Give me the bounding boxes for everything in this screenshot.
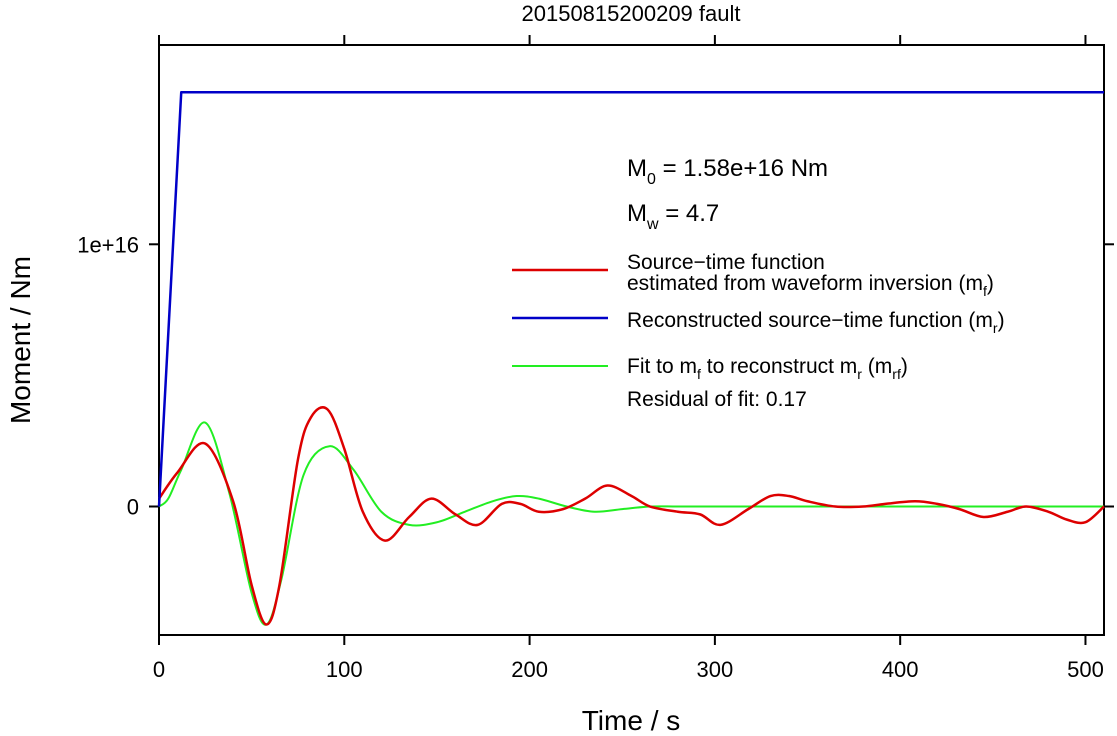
chart-title: 20150815200209 fault [522, 1, 741, 26]
legend: Source−time function estimated from wave… [512, 251, 1005, 411]
series-source-time-function-line [157, 406, 1105, 626]
y-axis: 0 1e+16 [77, 232, 1114, 520]
x-tick-label: 500 [1067, 657, 1104, 682]
y-tick-label: 1e+16 [77, 232, 139, 257]
legend-label-source-time-function-line2: estimated from waveform inversion (mf) [627, 272, 994, 299]
series-reconstructed-line [157, 90, 1104, 507]
series-layer [157, 90, 1105, 626]
legend-label-fit: Fit to mf to reconstruct mr (mrf) [627, 355, 908, 382]
x-tick-label: 100 [326, 657, 363, 682]
legend-label-reconstructed: Reconstructed source−time function (mr) [627, 309, 1005, 336]
annotation-m0: M0 = 1.58e+16 Nm [627, 155, 828, 188]
y-axis-label: Moment / Nm [5, 256, 36, 424]
x-axis-label: Time / s [582, 705, 681, 736]
annotation-mw: Mw = 4.7 [627, 200, 719, 233]
y-tick-label: 0 [127, 495, 139, 520]
legend-label-source-time-function: Source−time function [627, 251, 825, 274]
x-axis: 0 100 200 300 400 500 [153, 35, 1104, 682]
x-tick-label: 200 [511, 657, 548, 682]
annotation-residual: Residual of fit: 0.17 [627, 388, 807, 411]
x-tick-label: 300 [697, 657, 734, 682]
series-fit-line [158, 421, 1104, 626]
plot-frame [158, 44, 1105, 636]
x-tick-label: 0 [153, 657, 165, 682]
x-tick-label: 400 [882, 657, 919, 682]
